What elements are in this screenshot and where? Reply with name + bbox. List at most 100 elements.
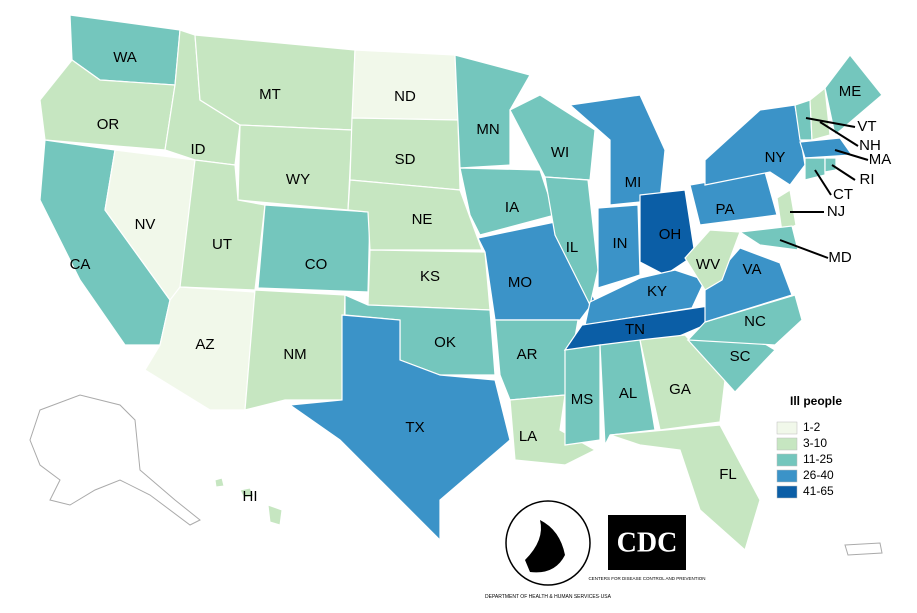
state-label: WA xyxy=(113,49,137,66)
state-label: SD xyxy=(395,151,416,168)
state-shape xyxy=(609,424,761,552)
state-shape xyxy=(237,124,353,211)
state-label: CT xyxy=(833,186,853,203)
legend-label: 11-25 xyxy=(803,452,833,466)
state-label: LA xyxy=(519,428,537,445)
state-label: MS xyxy=(571,391,594,408)
state-label: NH xyxy=(859,137,881,154)
state-shape xyxy=(639,189,696,276)
state-label: MT xyxy=(259,86,281,103)
puerto-rico xyxy=(844,542,883,556)
state-label: FL xyxy=(719,466,737,483)
state-shape xyxy=(257,204,371,293)
state-label: SC xyxy=(730,348,751,365)
state-label: NV xyxy=(135,216,156,233)
state-shape xyxy=(686,294,803,346)
state-shape xyxy=(288,314,511,542)
state-label: PA xyxy=(716,201,735,218)
state-label: ID xyxy=(191,141,206,158)
state-shape xyxy=(244,289,346,411)
state-label: ND xyxy=(394,88,416,105)
alaska xyxy=(29,394,201,526)
state-label: MN xyxy=(476,121,499,138)
legend-label: 3-10 xyxy=(803,436,827,450)
cdc-text: CDC xyxy=(617,527,678,558)
state-label: OK xyxy=(434,334,456,351)
leader-line xyxy=(834,149,869,161)
leader-line xyxy=(805,117,856,128)
state-shape xyxy=(799,137,854,159)
state-label: UT xyxy=(212,236,232,253)
state-label: IN xyxy=(613,235,628,252)
state-label: NJ xyxy=(827,203,845,220)
state-label: CO xyxy=(305,256,328,273)
state-label: AR xyxy=(517,346,538,363)
state-label: VT xyxy=(857,118,876,135)
state-shape xyxy=(809,86,831,141)
state-label: OH xyxy=(659,226,682,243)
state-label: VA xyxy=(743,261,762,278)
state-label: WV xyxy=(696,256,720,273)
state-shape xyxy=(597,204,641,289)
state-shape xyxy=(459,167,556,236)
state-label: ME xyxy=(839,83,862,100)
state-shape xyxy=(776,189,797,233)
state-shape xyxy=(351,49,459,121)
legend-label: 1-2 xyxy=(803,420,821,434)
state-label: WY xyxy=(286,171,310,188)
state-label: GA xyxy=(669,381,691,398)
legend-label: 41-65 xyxy=(803,484,834,498)
state-label: MI xyxy=(625,174,642,191)
state-label: KY xyxy=(647,283,667,300)
state-label: MO xyxy=(508,274,532,291)
hhs-logo: DEPARTMENT OF HEALTH & HUMAN SERVICES·US… xyxy=(485,500,612,600)
state-label: OR xyxy=(97,116,120,133)
state-shape xyxy=(454,54,531,169)
state-label: AZ xyxy=(195,336,214,353)
state-label: MD xyxy=(828,249,851,266)
state-label: MA xyxy=(869,151,892,168)
state-shape xyxy=(544,176,599,307)
cdc-logo: CDC CENTERS FOR DISEASE CONTROL AND PREV… xyxy=(588,515,706,581)
legend-swatch xyxy=(776,437,798,451)
state-shape xyxy=(639,334,726,431)
state-shape xyxy=(267,504,283,526)
leader-line xyxy=(819,121,859,147)
legend-swatch xyxy=(776,421,798,435)
state-label: RI xyxy=(860,171,875,188)
hhs-text: DEPARTMENT OF HEALTH & HUMAN SERVICES·US… xyxy=(485,594,612,600)
state-label: NC xyxy=(744,313,766,330)
state-label: NM xyxy=(283,346,306,363)
state-shape xyxy=(824,157,837,173)
state-shape xyxy=(214,477,225,488)
state-shape xyxy=(804,157,826,181)
state-shape xyxy=(239,487,255,499)
state-layer xyxy=(39,14,883,552)
state-label: WI xyxy=(551,144,569,161)
legend: 1-2 3-10 11-25 26-40 41-65 xyxy=(776,420,834,499)
state-label: IL xyxy=(566,239,579,256)
state-label: TX xyxy=(405,419,424,436)
state-shape xyxy=(824,54,883,137)
state-label: KS xyxy=(420,268,440,285)
state-label: NE xyxy=(412,211,433,228)
leader-line xyxy=(831,164,856,181)
legend-swatch xyxy=(776,485,798,499)
state-shape xyxy=(509,94,596,181)
state-label: CA xyxy=(70,256,91,273)
state-shape xyxy=(564,344,601,446)
state-shape xyxy=(704,104,806,186)
cdc-sub: CENTERS FOR DISEASE CONTROL AND PREVENTI… xyxy=(588,576,705,581)
legend-title: Ill people xyxy=(790,394,842,408)
state-shape xyxy=(738,225,799,251)
leader-line xyxy=(814,169,832,196)
leader-line xyxy=(779,239,829,259)
legend-label: 26-40 xyxy=(803,468,834,482)
state-label: AL xyxy=(619,385,637,402)
legend-swatch xyxy=(776,469,798,483)
state-label: NY xyxy=(765,149,786,166)
state-label: HI xyxy=(243,488,258,505)
label-layer: WA OR CA NV ID MT WY UT AZ CO NM ND SD NE KS OK TX MN IA MO… xyxy=(70,49,892,505)
state-label: IA xyxy=(505,199,519,216)
